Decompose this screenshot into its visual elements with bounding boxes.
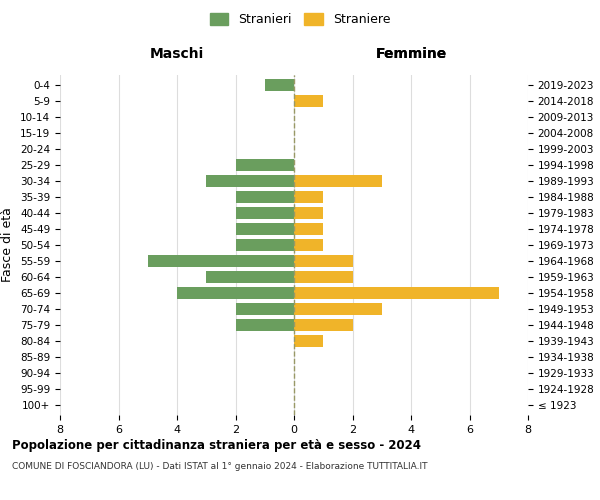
Bar [235,159,294,171]
Bar [294,175,382,187]
Bar [206,175,294,187]
Bar [148,255,294,267]
Bar [294,335,323,347]
Bar [265,78,294,90]
Bar [294,223,323,235]
Text: Femmine: Femmine [376,48,446,62]
Bar [177,287,294,299]
Bar [294,303,382,315]
Bar [294,287,499,299]
Bar [235,207,294,219]
Bar [294,271,353,283]
Text: Popolazione per cittadinanza straniera per età e sesso - 2024: Popolazione per cittadinanza straniera p… [12,440,421,452]
Bar [235,239,294,251]
Y-axis label: Fasce di età: Fasce di età [1,208,14,282]
Legend: Stranieri, Straniere: Stranieri, Straniere [206,8,394,30]
Bar [206,271,294,283]
Bar [294,239,323,251]
Text: COMUNE DI FOSCIANDORA (LU) - Dati ISTAT al 1° gennaio 2024 - Elaborazione TUTTIT: COMUNE DI FOSCIANDORA (LU) - Dati ISTAT … [12,462,427,471]
Bar [235,319,294,331]
Bar [235,191,294,203]
Bar [294,207,323,219]
Bar [294,191,323,203]
Bar [235,223,294,235]
Text: Femmine: Femmine [376,48,446,62]
Text: Maschi: Maschi [150,48,204,62]
Bar [294,94,323,106]
Bar [235,303,294,315]
Bar [294,255,353,267]
Bar [294,319,353,331]
